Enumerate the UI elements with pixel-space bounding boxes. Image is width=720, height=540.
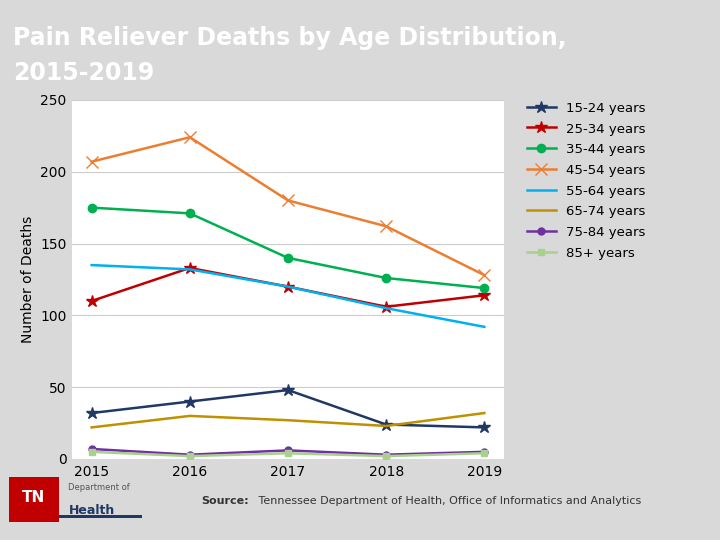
Line: 35-44 years: 35-44 years — [87, 204, 489, 292]
85+ years — [284, 450, 292, 456]
75-84 years — [186, 451, 194, 458]
35-44 years — [382, 275, 390, 281]
45-54 years — [480, 272, 489, 279]
Text: Tennessee Department of Health, Office of Informatics and Analytics: Tennessee Department of Health, Office o… — [255, 496, 641, 507]
15-24 years — [284, 387, 292, 393]
15-24 years — [87, 410, 96, 416]
25-34 years — [284, 284, 292, 290]
75-84 years — [87, 446, 96, 452]
15-24 years — [382, 421, 390, 428]
45-54 years — [87, 158, 96, 165]
Legend: 15-24 years, 25-34 years, 35-44 years, 45-54 years, 55-64 years, 65-74 years, 75: 15-24 years, 25-34 years, 35-44 years, 4… — [521, 96, 651, 265]
55-64 years — [186, 266, 194, 273]
65-74 years — [480, 410, 489, 416]
Text: 2015-2019: 2015-2019 — [13, 62, 154, 85]
35-44 years — [186, 210, 194, 217]
Line: 45-54 years: 45-54 years — [86, 132, 490, 281]
75-84 years — [382, 451, 390, 458]
Text: Pain Reliever Deaths by Age Distribution,: Pain Reliever Deaths by Age Distribution… — [13, 26, 567, 50]
35-44 years — [284, 255, 292, 261]
Line: 85+ years: 85+ years — [88, 448, 488, 460]
25-34 years — [186, 265, 194, 271]
45-54 years — [186, 134, 194, 140]
Bar — [9, 477, 59, 523]
65-74 years — [87, 424, 96, 430]
Text: Department of: Department of — [68, 483, 130, 492]
Line: 15-24 years: 15-24 years — [86, 384, 490, 434]
Line: 65-74 years: 65-74 years — [91, 413, 485, 427]
Line: 55-64 years: 55-64 years — [91, 265, 485, 327]
75-84 years — [480, 449, 489, 455]
85+ years — [480, 450, 489, 456]
75-84 years — [284, 447, 292, 454]
55-64 years — [480, 323, 489, 330]
Y-axis label: Number of Deaths: Number of Deaths — [20, 216, 35, 343]
Line: 75-84 years: 75-84 years — [88, 446, 488, 458]
25-34 years — [87, 298, 96, 304]
Text: Health: Health — [68, 504, 114, 517]
85+ years — [382, 453, 390, 460]
65-74 years — [382, 423, 390, 429]
35-44 years — [87, 204, 96, 211]
35-44 years — [480, 285, 489, 291]
85+ years — [186, 453, 194, 460]
85+ years — [87, 449, 96, 455]
45-54 years — [284, 197, 292, 204]
55-64 years — [284, 284, 292, 290]
55-64 years — [382, 305, 390, 312]
Text: TN: TN — [22, 490, 45, 505]
Text: Source:: Source: — [202, 496, 249, 507]
15-24 years — [186, 399, 194, 405]
65-74 years — [284, 417, 292, 423]
Line: 25-34 years: 25-34 years — [86, 262, 490, 313]
45-54 years — [382, 223, 390, 230]
65-74 years — [186, 413, 194, 419]
25-34 years — [480, 292, 489, 299]
55-64 years — [87, 262, 96, 268]
15-24 years — [480, 424, 489, 430]
25-34 years — [382, 303, 390, 310]
Bar — [59, 515, 142, 517]
